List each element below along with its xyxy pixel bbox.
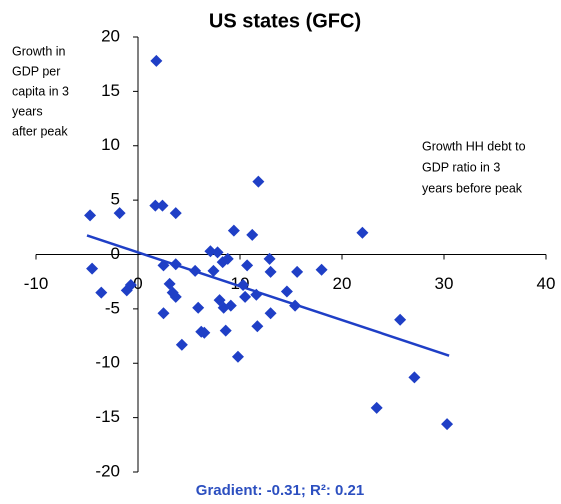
x-tick-label: 20 [333, 274, 352, 293]
point [84, 209, 97, 222]
point [408, 371, 421, 384]
point [227, 224, 240, 237]
y-tick-label: 10 [101, 135, 120, 154]
point [241, 259, 254, 272]
point [251, 320, 264, 333]
point [198, 326, 211, 339]
y-axis-label: years [12, 104, 43, 118]
point [204, 245, 217, 258]
point [150, 54, 163, 67]
point [280, 285, 293, 298]
point [86, 262, 99, 275]
trend-line [86, 234, 450, 357]
point [169, 290, 182, 303]
point [192, 301, 205, 314]
point [291, 265, 304, 278]
point [157, 307, 170, 320]
point [231, 350, 244, 363]
point [219, 324, 232, 337]
y-tick-label: -5 [105, 298, 120, 317]
y-axis-label: GDP per [12, 64, 60, 78]
point [211, 246, 224, 259]
y-axis-label: Growth in [12, 44, 66, 58]
point [224, 299, 237, 312]
x-tick-label: 0 [133, 274, 142, 293]
point [441, 418, 454, 431]
point [394, 313, 407, 326]
point [149, 199, 162, 212]
point [264, 307, 277, 320]
y-tick-label: -15 [95, 407, 120, 426]
point [252, 175, 265, 188]
x-tick-label: 30 [435, 274, 454, 293]
y-tick-label: 20 [101, 26, 120, 45]
point [370, 401, 383, 414]
point [156, 199, 169, 212]
y-axis-label: after peak [12, 124, 68, 138]
footnote: Gradient: -0.31; R²: 0.21 [196, 482, 364, 499]
point [113, 207, 126, 220]
x-tick-label: -10 [24, 274, 49, 293]
point [264, 265, 277, 278]
y-tick-label: -10 [95, 353, 120, 372]
point [246, 228, 259, 241]
point [315, 263, 328, 276]
x-axis-label: Growth HH debt to [422, 139, 526, 153]
y-axis-label: capita in 3 [12, 84, 69, 98]
point [356, 226, 369, 239]
point [207, 264, 220, 277]
point [95, 286, 108, 299]
point [169, 207, 182, 220]
point [239, 290, 252, 303]
y-tick-label: 0 [111, 244, 120, 263]
x-axis-label: years before peak [422, 181, 523, 195]
point [263, 252, 276, 265]
y-tick-label: -20 [95, 461, 120, 480]
y-tick-label: 15 [101, 81, 120, 100]
point [221, 252, 234, 265]
point [124, 278, 137, 291]
point [175, 338, 188, 351]
chart-title: US states (GFC) [209, 10, 361, 32]
x-tick-label: 40 [537, 274, 556, 293]
x-axis-label: GDP ratio in 3 [422, 160, 500, 174]
y-tick-label: 5 [111, 190, 120, 209]
